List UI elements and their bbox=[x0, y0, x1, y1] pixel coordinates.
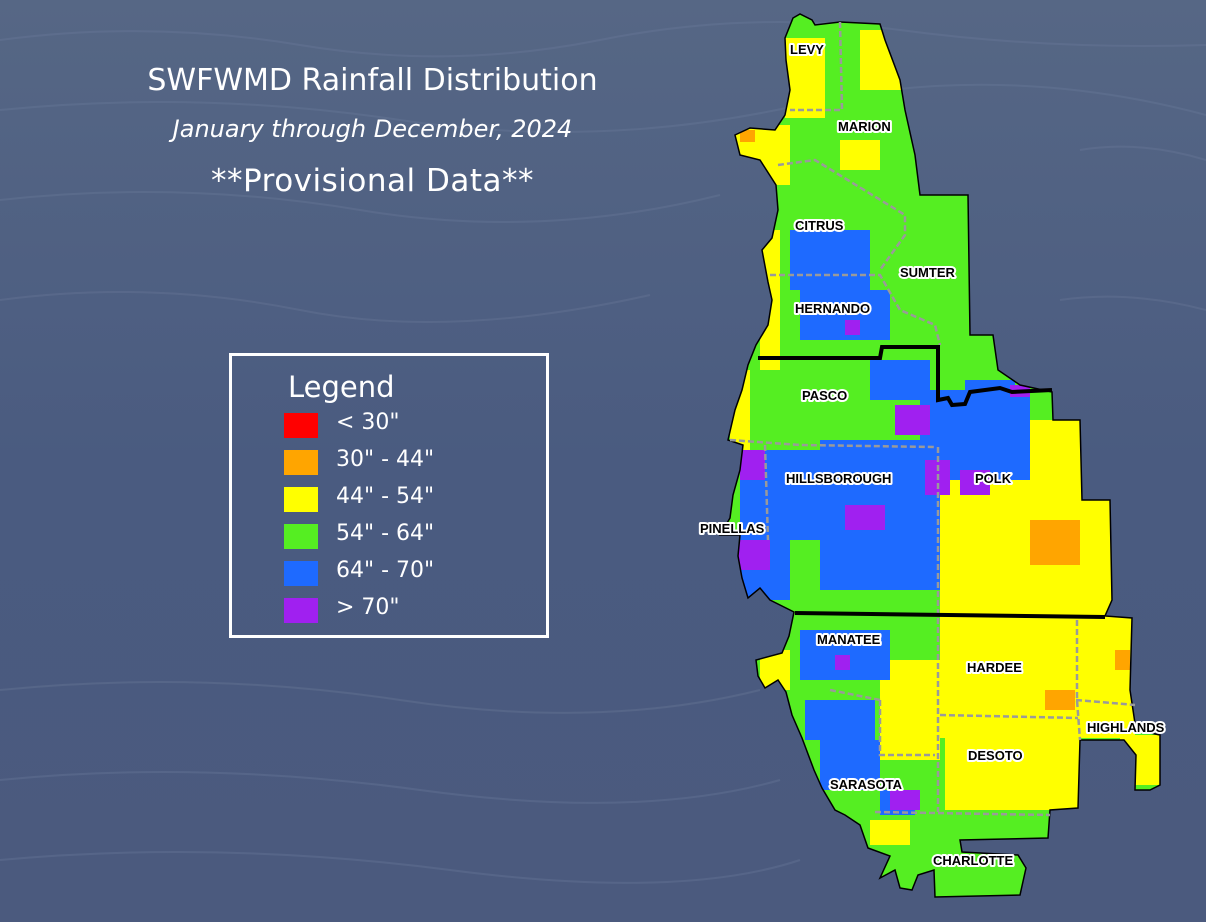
county-label-citrus: CITRUS bbox=[795, 218, 844, 233]
county-label-hillsborough: HILLSBOROUGH bbox=[786, 471, 891, 486]
map-subtitle: January through December, 2024 bbox=[172, 115, 573, 143]
county-label-sumter: SUMTER bbox=[900, 265, 956, 280]
legend-label: < 30" bbox=[336, 410, 400, 435]
county-label-pasco: PASCO bbox=[802, 388, 847, 403]
county-label-charlotte: CHARLOTTE bbox=[933, 853, 1013, 868]
county-label-pinellas: PINELLAS bbox=[700, 521, 765, 536]
county-label-marion: MARION bbox=[838, 119, 891, 134]
legend: Legend < 30" 30" - 44" 44" - 54" 54" - 6… bbox=[229, 353, 549, 638]
county-label-sarasota: SARASOTA bbox=[830, 777, 903, 792]
legend-swatch bbox=[284, 413, 318, 438]
region-boundaries bbox=[758, 345, 1106, 619]
legend-label: 30" - 44" bbox=[336, 447, 435, 472]
county-label-hernando: HERNANDO bbox=[795, 301, 870, 316]
legend-swatch bbox=[284, 524, 318, 549]
legend-swatch bbox=[284, 450, 318, 475]
district-outline bbox=[718, 13, 1161, 898]
legend-title: Legend bbox=[288, 370, 395, 404]
provisional-note: **Provisional Data** bbox=[211, 163, 534, 199]
legend-label: 64" - 70" bbox=[336, 558, 435, 583]
legend-swatch bbox=[284, 598, 318, 623]
rainfall-map: LEVY MARION CITRUS SUMTER HERNANDO PASCO… bbox=[698, 13, 1167, 898]
legend-swatch bbox=[284, 487, 318, 512]
county-label-levy: LEVY bbox=[790, 42, 824, 57]
county-label-highlands: HIGHLANDS bbox=[1087, 720, 1165, 735]
map-title: SWFWMD Rainfall Distribution bbox=[147, 63, 598, 98]
rainfall-raster bbox=[720, 14, 1160, 897]
county-label-desoto: DESOTO bbox=[968, 748, 1023, 763]
county-label-polk: POLK bbox=[975, 471, 1012, 486]
county-boundaries bbox=[729, 21, 1136, 817]
title-block: SWFWMD Rainfall Distribution January thr… bbox=[100, 55, 645, 211]
county-label-manatee: MANATEE bbox=[817, 632, 881, 647]
legend-label: > 70" bbox=[336, 595, 400, 620]
legend-swatch bbox=[284, 561, 318, 586]
legend-label: 54" - 64" bbox=[336, 521, 435, 546]
legend-label: 44" - 54" bbox=[336, 484, 435, 509]
county-label-hardee: HARDEE bbox=[967, 660, 1022, 675]
